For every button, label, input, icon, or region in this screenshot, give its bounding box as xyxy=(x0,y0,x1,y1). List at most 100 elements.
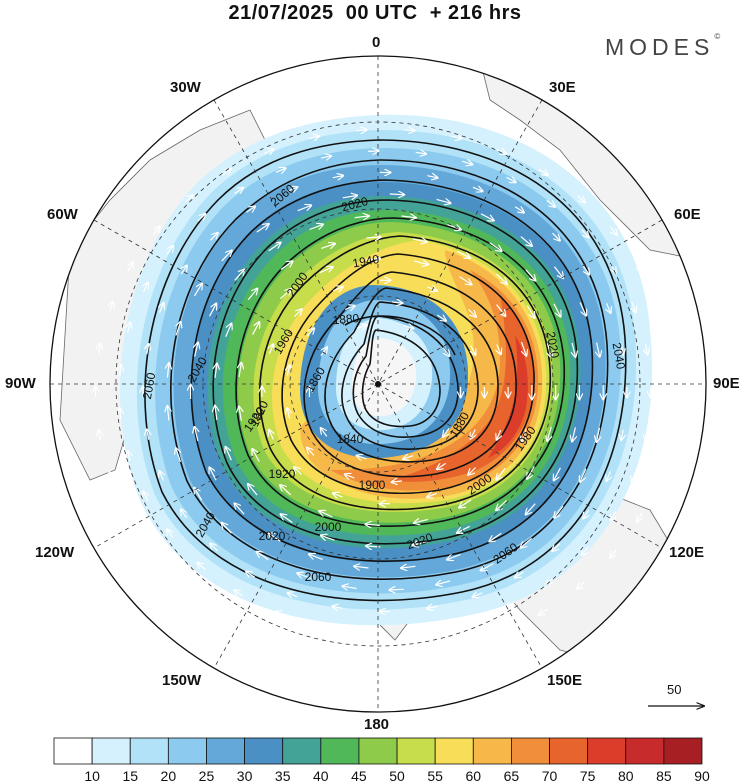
wind-vector xyxy=(222,169,231,175)
wind-vector xyxy=(147,344,149,355)
band-80 xyxy=(488,335,528,458)
wind-vector xyxy=(234,270,244,281)
wind-vector xyxy=(442,347,449,356)
wind-vector xyxy=(428,493,437,497)
wind-vector xyxy=(496,150,506,154)
lon-label-30w: 30W xyxy=(170,79,201,96)
brand-mark: © xyxy=(714,32,721,41)
colorbar-tick-label: 70 xyxy=(541,768,558,784)
wind-vector xyxy=(226,447,232,461)
wind-vector xyxy=(427,287,437,291)
wind-vector xyxy=(309,645,319,647)
wind-vector xyxy=(253,449,260,462)
wind-vector xyxy=(320,511,333,518)
wind-vector xyxy=(414,520,428,523)
wind-vector xyxy=(607,303,611,312)
meridian-30e-150w xyxy=(213,99,543,669)
wind-vector xyxy=(209,304,217,317)
wind-vector xyxy=(357,456,367,459)
wind-vector xyxy=(287,187,297,191)
colorbar-swatch xyxy=(206,737,245,765)
wind-vector xyxy=(460,499,472,508)
wind-vector xyxy=(581,229,589,238)
wind-vector xyxy=(415,152,426,153)
contour-1900 xyxy=(324,287,499,463)
wind-vector xyxy=(621,344,623,354)
wind-vector xyxy=(333,606,343,608)
colorbar-tick-label: 10 xyxy=(84,768,100,784)
wind-vector xyxy=(553,303,561,316)
wind-vector xyxy=(320,156,331,158)
wind-vector xyxy=(416,630,426,631)
wind-vector xyxy=(294,468,302,475)
wind-vector xyxy=(279,289,290,300)
wind-vector xyxy=(354,216,369,218)
contour-label: 1900 xyxy=(359,478,386,492)
wind-vector xyxy=(583,509,589,518)
wind-vector xyxy=(459,276,472,285)
wind-vector xyxy=(538,169,547,175)
lon-label-90e: 90E xyxy=(713,375,740,392)
wind-vector xyxy=(462,620,473,623)
wind-vector xyxy=(572,342,575,357)
wind-vector xyxy=(473,593,483,597)
wind-vector xyxy=(402,566,416,568)
wind-vectors xyxy=(96,130,675,654)
wind-vector xyxy=(497,429,501,439)
wind-vector xyxy=(128,513,133,522)
lon-label-60w: 60W xyxy=(47,206,78,223)
wind-vector xyxy=(522,428,527,442)
wind-vector xyxy=(403,325,414,328)
wind-vector xyxy=(554,467,561,480)
wind-vector xyxy=(526,503,536,515)
wind-vector xyxy=(321,428,328,437)
wind-vector xyxy=(281,515,293,523)
wind-vector xyxy=(234,188,243,194)
contour-1840 xyxy=(361,329,441,428)
wind-vector xyxy=(128,323,131,333)
colorbar-swatch xyxy=(396,737,436,765)
map-title: 21/07/2025 00 UTC + 216 hrs xyxy=(228,2,522,24)
colorbar-tick-label: 65 xyxy=(503,768,520,784)
contour-label: 1940 xyxy=(351,252,380,270)
wind-vector xyxy=(110,302,113,312)
wind-vector xyxy=(582,546,589,555)
wind-vector xyxy=(497,344,501,354)
contour-1960 xyxy=(258,235,552,511)
colorbar-swatch xyxy=(244,737,284,765)
wind-vector xyxy=(197,214,205,222)
wind-vector xyxy=(637,262,642,272)
wind-vector xyxy=(355,566,369,568)
lon-label-120e: 120E xyxy=(669,544,705,561)
wind-vector xyxy=(251,322,260,335)
wind-vector xyxy=(193,284,202,297)
wind-vector xyxy=(495,273,506,284)
wind-vector xyxy=(597,342,600,357)
contour-label: 2060 xyxy=(305,570,332,584)
wind-vector xyxy=(321,244,334,249)
wind-vector xyxy=(257,552,269,561)
lon-label-120w: 120W xyxy=(35,544,75,561)
colorbar-tick-label: 90 xyxy=(694,768,710,784)
wind-vector xyxy=(443,427,450,436)
wind-vector xyxy=(462,161,472,164)
contour-label: 2060 xyxy=(140,371,158,400)
wind-vector xyxy=(246,207,254,213)
contour-label: 2020 xyxy=(544,330,562,359)
wind-vector xyxy=(515,572,524,578)
wind-vector xyxy=(609,226,616,235)
wind-vector xyxy=(223,609,232,615)
wind-vector xyxy=(356,653,367,654)
wind-vector xyxy=(239,407,241,421)
wind-vector xyxy=(496,304,506,316)
wind-vector xyxy=(344,306,354,310)
wind-vector xyxy=(319,267,333,274)
wind-vector xyxy=(392,481,402,482)
wind-vector xyxy=(520,236,532,246)
wind-vector xyxy=(176,449,181,462)
wind-vector xyxy=(437,581,451,585)
wind-vector xyxy=(646,343,648,354)
wind-vector xyxy=(235,504,245,515)
wind-vector xyxy=(269,430,273,440)
